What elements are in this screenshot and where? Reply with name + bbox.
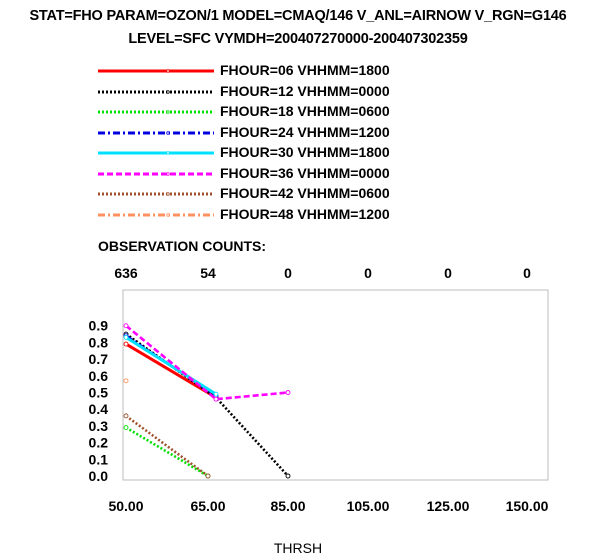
chart-title-line-1: STAT=FHO PARAM=OZON/1 MODEL=CMAQ/146 V_A…	[29, 8, 567, 24]
data-point	[213, 396, 219, 402]
legend-swatch	[98, 130, 214, 135]
series-line-5	[125, 336, 217, 396]
y-tick-label: 0.0	[89, 468, 109, 484]
chart-title-line-2: LEVEL=SFC VYMDH=200407270000-20040730235…	[128, 31, 468, 47]
y-tick-label: 0.4	[89, 401, 109, 417]
data-point	[285, 390, 291, 395]
y-tick-label: 0.2	[89, 435, 109, 451]
x-tick-label: 65.00	[190, 498, 225, 514]
x-tick-label: 85.00	[270, 498, 305, 514]
data-point	[123, 378, 129, 384]
data-point	[123, 334, 129, 340]
x-tick-label: 150.00	[506, 498, 549, 514]
legend-swatch	[98, 89, 214, 94]
observation-count: 54	[200, 265, 216, 281]
data-point	[123, 323, 129, 329]
data-point	[123, 413, 129, 419]
y-tick-label: 0.8	[89, 334, 109, 350]
legend-label: FHOUR=12 VHHMM=0000	[220, 82, 390, 99]
observation-count: 0	[364, 265, 372, 281]
series-line-6	[125, 324, 289, 401]
data-point	[213, 391, 219, 397]
y-tick-label: 0.3	[89, 418, 109, 434]
legend-label: FHOUR=36 VHHMM=0000	[220, 164, 390, 181]
series-line-3	[125, 426, 209, 478]
y-tick-label: 0.1	[89, 451, 109, 467]
data-point	[285, 473, 291, 479]
y-tick-label: 0.7	[89, 351, 109, 367]
x-axis-label: THRSH	[273, 540, 323, 556]
legend-label: FHOUR=18 VHHMM=0600	[220, 103, 390, 119]
data-point	[123, 425, 129, 431]
legend-swatch	[98, 212, 214, 217]
observation-count: 0	[284, 265, 292, 281]
data-point	[123, 341, 129, 347]
observation-count: 636	[114, 265, 138, 281]
y-tick-label: 0.6	[89, 368, 109, 384]
series-line-7	[125, 414, 209, 478]
y-tick-label: 0.5	[89, 385, 109, 401]
y-tick-label: 0.9	[89, 318, 109, 334]
legend-label: FHOUR=42 VHHMM=0600	[220, 185, 390, 201]
legend-swatch	[98, 110, 214, 114]
x-tick-label: 50.00	[108, 498, 143, 514]
legend-label: FHOUR=06 VHHMM=1800	[220, 62, 390, 78]
data-point	[205, 473, 211, 479]
legend-swatch	[98, 192, 214, 196]
observation-count: 0	[523, 265, 531, 281]
observation-counts-title: OBSERVATION COUNTS:	[98, 238, 267, 254]
x-tick-label: 105.00	[347, 498, 390, 514]
x-tick-label: 125.00	[427, 498, 470, 514]
series-line-2	[125, 332, 289, 477]
legend-label: FHOUR=48 VHHMM=1200	[220, 205, 390, 222]
observation-count: 0	[444, 265, 452, 281]
series-line-1	[125, 342, 217, 399]
plot-frame	[122, 289, 549, 481]
legend-swatch	[98, 69, 214, 73]
legend-label: FHOUR=30 VHHMM=1800	[220, 144, 390, 160]
legend-label: FHOUR=24 VHHMM=1200	[220, 123, 390, 140]
legend-swatch	[98, 151, 214, 155]
legend-swatch	[98, 171, 214, 176]
